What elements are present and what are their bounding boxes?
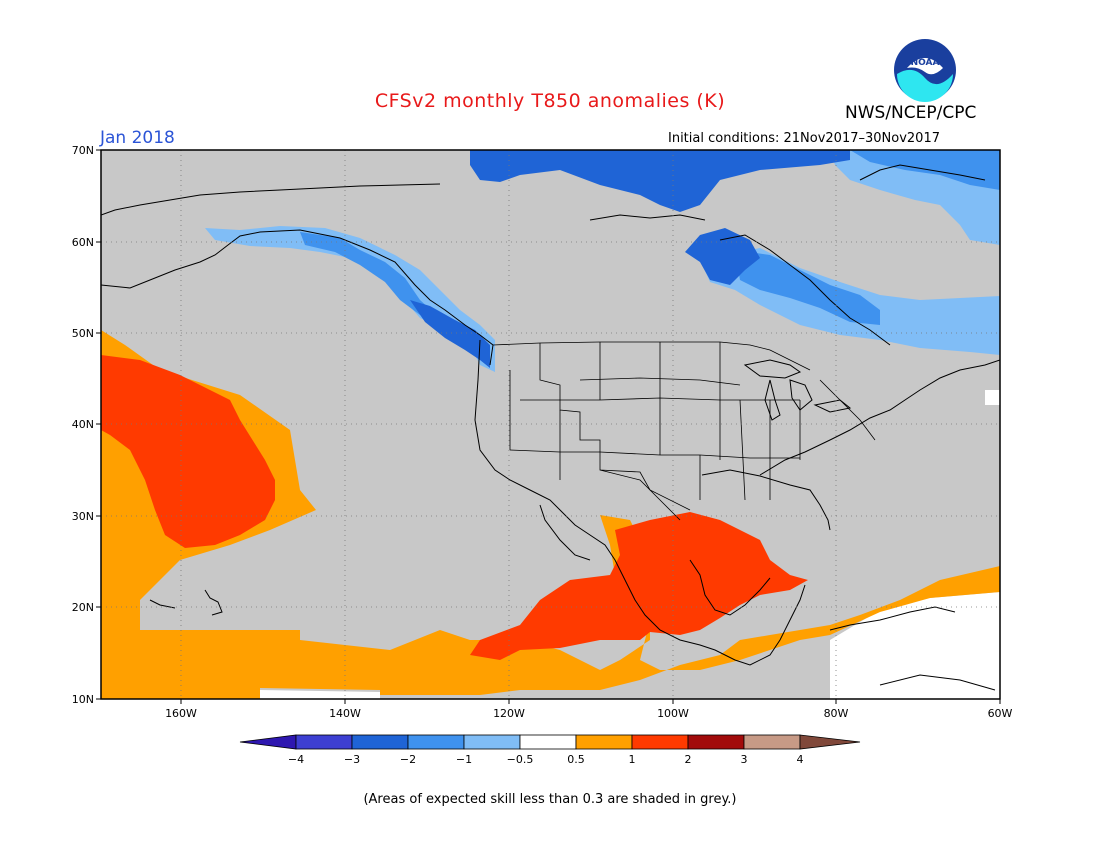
anomaly-near-zero-se: [985, 390, 1000, 405]
colorbar-segment: [519, 734, 577, 750]
colorbar-tick: −0.5: [507, 753, 534, 766]
lon-label: 140W: [329, 707, 361, 720]
lat-label: 20N: [72, 601, 94, 614]
lat-label: 70N: [72, 144, 94, 157]
noaa-logo-text: NOAA: [911, 58, 940, 68]
anomaly-darkblue-bc: [410, 300, 490, 368]
lon-label: 160W: [165, 707, 197, 720]
anomaly-red-mexico: [470, 512, 808, 660]
colorbar-arrow-right: [799, 734, 861, 750]
lat-label: 50N: [72, 327, 94, 340]
initial-conditions: Initial conditions: 21Nov2017–30Nov2017: [668, 131, 940, 146]
great-lakes: [743, 359, 852, 421]
anomaly-darkblue-arctic: [470, 150, 850, 212]
coastlines: [101, 164, 1000, 691]
anomaly-blue-arctic-east: [850, 150, 1000, 190]
anomaly-near-zero-caribbean: [830, 592, 1000, 699]
lon-label: 120W: [493, 707, 525, 720]
forecast-month: Jan 2018: [100, 128, 175, 148]
map-title-text: CFSv2 monthly T850 anomalies (K): [374, 90, 726, 112]
colorbar-arrow-left: [239, 734, 297, 750]
anomaly-blue-quebec: [735, 250, 880, 325]
colorbar-tick: 0.5: [567, 753, 585, 766]
lat-label: 60N: [72, 236, 94, 249]
colorbar-segment: [687, 734, 745, 750]
colorbar-tick: −4: [288, 753, 304, 766]
axis-ticks: [96, 149, 1001, 704]
colorbar-segment: [575, 734, 633, 750]
agency-label: NWS/NCEP/CPC: [845, 103, 977, 123]
anomaly-blue-panhandle: [300, 232, 480, 360]
colorbar-tick: 2: [685, 753, 692, 766]
colorbar-tick: 4: [797, 753, 804, 766]
colorbar-tick: 1: [629, 753, 636, 766]
lon-label: 80W: [824, 707, 849, 720]
anomaly-near-zero-eastpac: [260, 690, 380, 699]
lat-label: 40N: [72, 418, 94, 431]
colorbar-tick: −2: [400, 753, 416, 766]
colorbar-tick: −1: [456, 753, 472, 766]
colorbar-segment: [351, 734, 409, 750]
colorbar-segment: [407, 734, 465, 750]
colorbar-segment: [463, 734, 521, 750]
lat-label: 10N: [72, 693, 94, 706]
anomaly-red-pacific: [101, 355, 275, 548]
political-borders: [492, 341, 876, 521]
footnote-text: (Areas of expected skill less than 0.3 a…: [363, 792, 737, 807]
colorbar-segment: [743, 734, 801, 750]
colorbar-tick: 3: [741, 753, 748, 766]
colorbar-tick: −3: [344, 753, 360, 766]
lon-label: 100W: [657, 707, 689, 720]
colorbar-segment: [295, 734, 353, 750]
footnote: (Areas of expected skill less than 0.3 a…: [0, 792, 1100, 807]
colorbar-segment: [631, 734, 689, 750]
lat-label: 30N: [72, 510, 94, 523]
noaa-logo-icon: NOAA: [894, 39, 956, 102]
map-title: CFSv2 monthly T850 anomalies (K): [0, 90, 1100, 112]
lon-label: 60W: [988, 707, 1013, 720]
colorbar: [239, 734, 861, 750]
